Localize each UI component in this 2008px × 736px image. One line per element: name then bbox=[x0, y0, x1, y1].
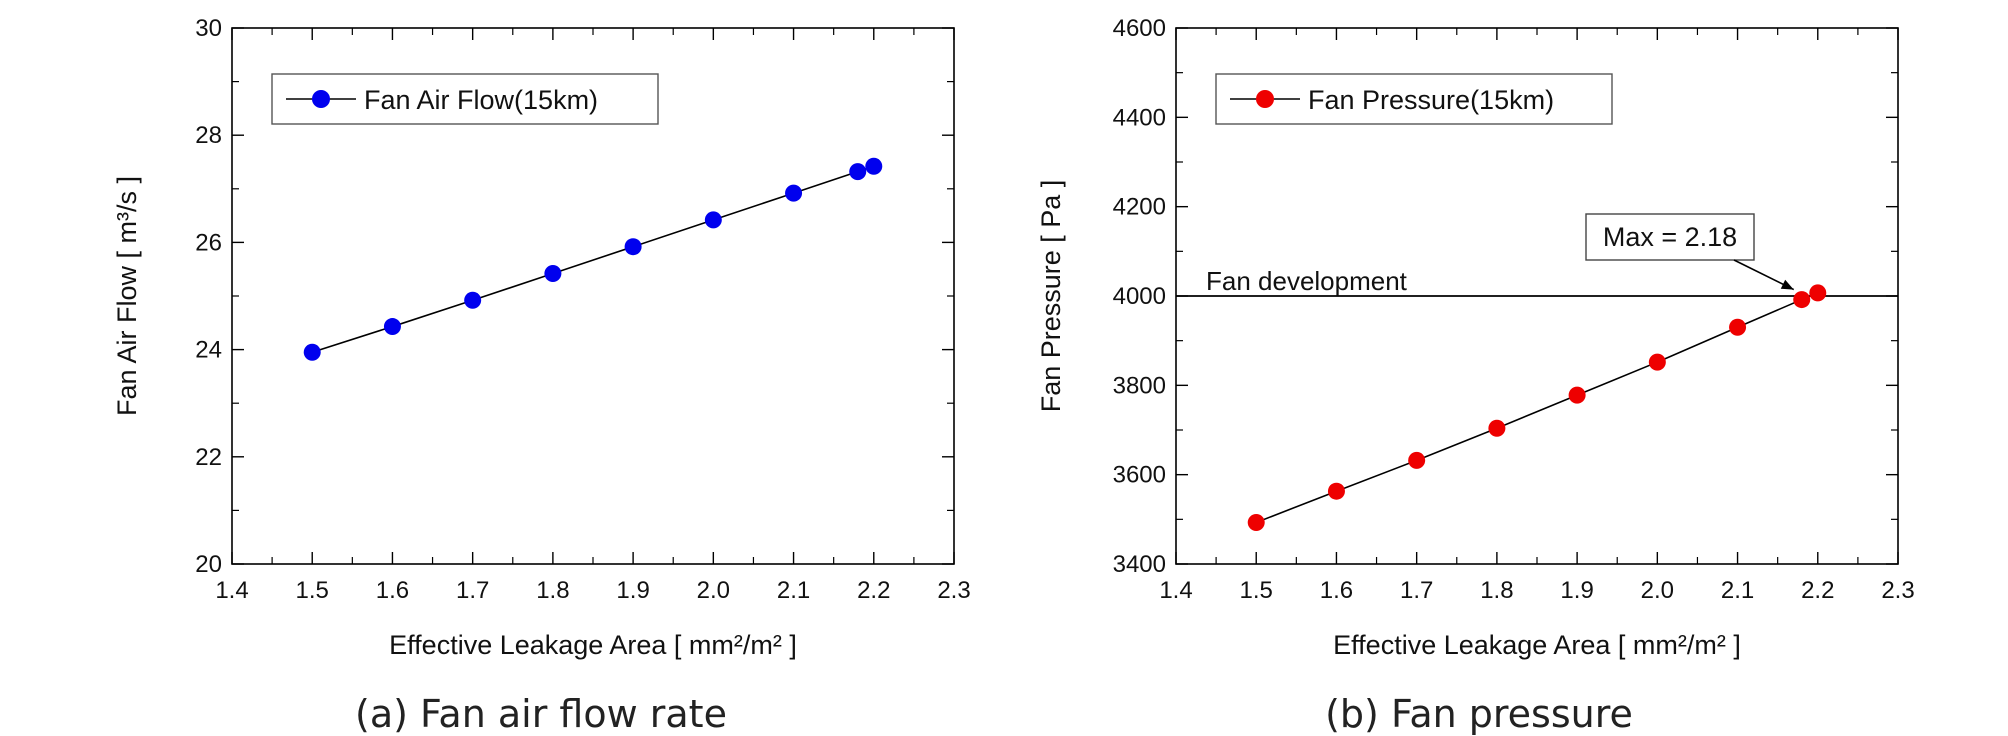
x-tick-label: 1.6 bbox=[1320, 577, 1353, 604]
x-tick-labels: 1.4 1.5 1.6 1.7 1.8 1.9 2.0 2.1 2.2 2.3 bbox=[1159, 577, 1914, 604]
y-axis-title: Fan Air Flow [ m³/s ] bbox=[112, 176, 142, 416]
max-annotation: Max = 2.18 bbox=[1585, 213, 1795, 291]
y-tick-label: 30 bbox=[195, 15, 222, 42]
x-tick-label: 2.3 bbox=[1881, 577, 1914, 604]
y-tick-label: 4400 bbox=[1113, 104, 1166, 131]
legend: Fan Air Flow(15km) bbox=[271, 73, 659, 125]
data-point bbox=[383, 318, 401, 336]
chart-fan-air-flow: 1.4 1.5 1.6 1.7 1.8 1.9 2.0 2.1 2.2 2.3 202224262… bbox=[112, 15, 971, 660]
x-tick-label: 2.1 bbox=[777, 577, 810, 604]
y-tick-label: 22 bbox=[195, 444, 222, 471]
data-point bbox=[1327, 482, 1345, 500]
data-point bbox=[1793, 291, 1811, 309]
x-axis-title: Effective Leakage Area [ mm²/m² ] bbox=[389, 630, 797, 660]
x-tick-label: 2.2 bbox=[857, 577, 890, 604]
data-point bbox=[704, 211, 722, 229]
x-tick-label: 2.1 bbox=[1721, 577, 1754, 604]
data-point bbox=[303, 343, 321, 361]
y-tick-label: 3400 bbox=[1113, 551, 1166, 578]
data-point bbox=[1247, 513, 1265, 531]
x-tick-label: 1.5 bbox=[1240, 577, 1273, 604]
x-tick-label: 1.9 bbox=[1560, 577, 1593, 604]
y-tick-label: 20 bbox=[195, 551, 222, 578]
data-point bbox=[849, 163, 867, 181]
y-tick-label: 4000 bbox=[1113, 283, 1166, 310]
data-point bbox=[1568, 386, 1586, 404]
caption-b: (b) Fan pressure bbox=[1325, 692, 1633, 736]
x-tick-label: 1.8 bbox=[1480, 577, 1513, 604]
x-tick-label: 1.7 bbox=[1400, 577, 1433, 604]
y-tick-label: 24 bbox=[195, 337, 222, 364]
x-tick-label: 2.0 bbox=[1641, 577, 1674, 604]
x-tick-label: 2.3 bbox=[937, 577, 970, 604]
legend-label: Fan Pressure(15km) bbox=[1308, 85, 1554, 115]
caption-a: (a) Fan air flow rate bbox=[355, 692, 727, 736]
data-point bbox=[1488, 419, 1506, 437]
data-point bbox=[1408, 451, 1426, 469]
y-tick-labels: 3400 3600 3800 4000 4200 4400 4600 bbox=[1113, 15, 1166, 578]
x-tick-label: 1.9 bbox=[616, 577, 649, 604]
axis-ticks bbox=[1175, 27, 1899, 565]
legend-box bbox=[1215, 73, 1613, 125]
x-tick-label: 1.7 bbox=[456, 577, 489, 604]
data-point bbox=[1648, 353, 1666, 371]
y-axis-title: Fan Pressure [ Pa ] bbox=[1036, 180, 1066, 413]
legend: Fan Pressure(15km) bbox=[1215, 73, 1613, 125]
data-point bbox=[544, 264, 562, 282]
data-point bbox=[785, 184, 803, 202]
y-tick-label: 4200 bbox=[1113, 194, 1166, 221]
legend-marker bbox=[312, 90, 330, 108]
legend-marker bbox=[1256, 90, 1274, 108]
chart-fan-pressure: 1.4 1.5 1.6 1.7 1.8 1.9 2.0 2.1 2.2 2.3 340036003… bbox=[1036, 15, 1915, 660]
x-tick-label: 1.4 bbox=[1159, 577, 1192, 604]
y-tick-labels: 20 22 24 26 28 30 bbox=[195, 15, 222, 578]
x-tick-label: 1.5 bbox=[296, 577, 329, 604]
x-tick-label: 1.6 bbox=[376, 577, 409, 604]
y-tick-label: 28 bbox=[195, 122, 222, 149]
y-tick-label: 3600 bbox=[1113, 462, 1166, 489]
data-point bbox=[464, 291, 482, 309]
series-points bbox=[303, 157, 883, 361]
annotation-arrowhead bbox=[1780, 279, 1794, 290]
y-tick-label: 4600 bbox=[1113, 15, 1166, 42]
x-axis-title: Effective Leakage Area [ mm²/m² ] bbox=[1333, 630, 1741, 660]
x-tick-label: 1.4 bbox=[215, 577, 248, 604]
x-tick-labels: 1.4 1.5 1.6 1.7 1.8 1.9 2.0 2.1 2.2 2.3 bbox=[215, 577, 970, 604]
x-tick-label: 2.0 bbox=[697, 577, 730, 604]
series-points bbox=[1247, 284, 1827, 531]
y-tick-label: 26 bbox=[195, 229, 222, 256]
x-tick-label: 1.8 bbox=[536, 577, 569, 604]
legend-label: Fan Air Flow(15km) bbox=[364, 85, 598, 115]
axis-ticks bbox=[231, 27, 955, 565]
y-tick-label: 3800 bbox=[1113, 372, 1166, 399]
annotation-box bbox=[1585, 213, 1755, 261]
data-point bbox=[624, 238, 642, 256]
data-point bbox=[1809, 284, 1827, 302]
data-point bbox=[865, 157, 883, 175]
annotation-text: Max = 2.18 bbox=[1603, 222, 1737, 252]
x-tick-label: 2.2 bbox=[1801, 577, 1834, 604]
fan-development-label: Fan development bbox=[1206, 266, 1408, 296]
data-point bbox=[1729, 318, 1747, 336]
